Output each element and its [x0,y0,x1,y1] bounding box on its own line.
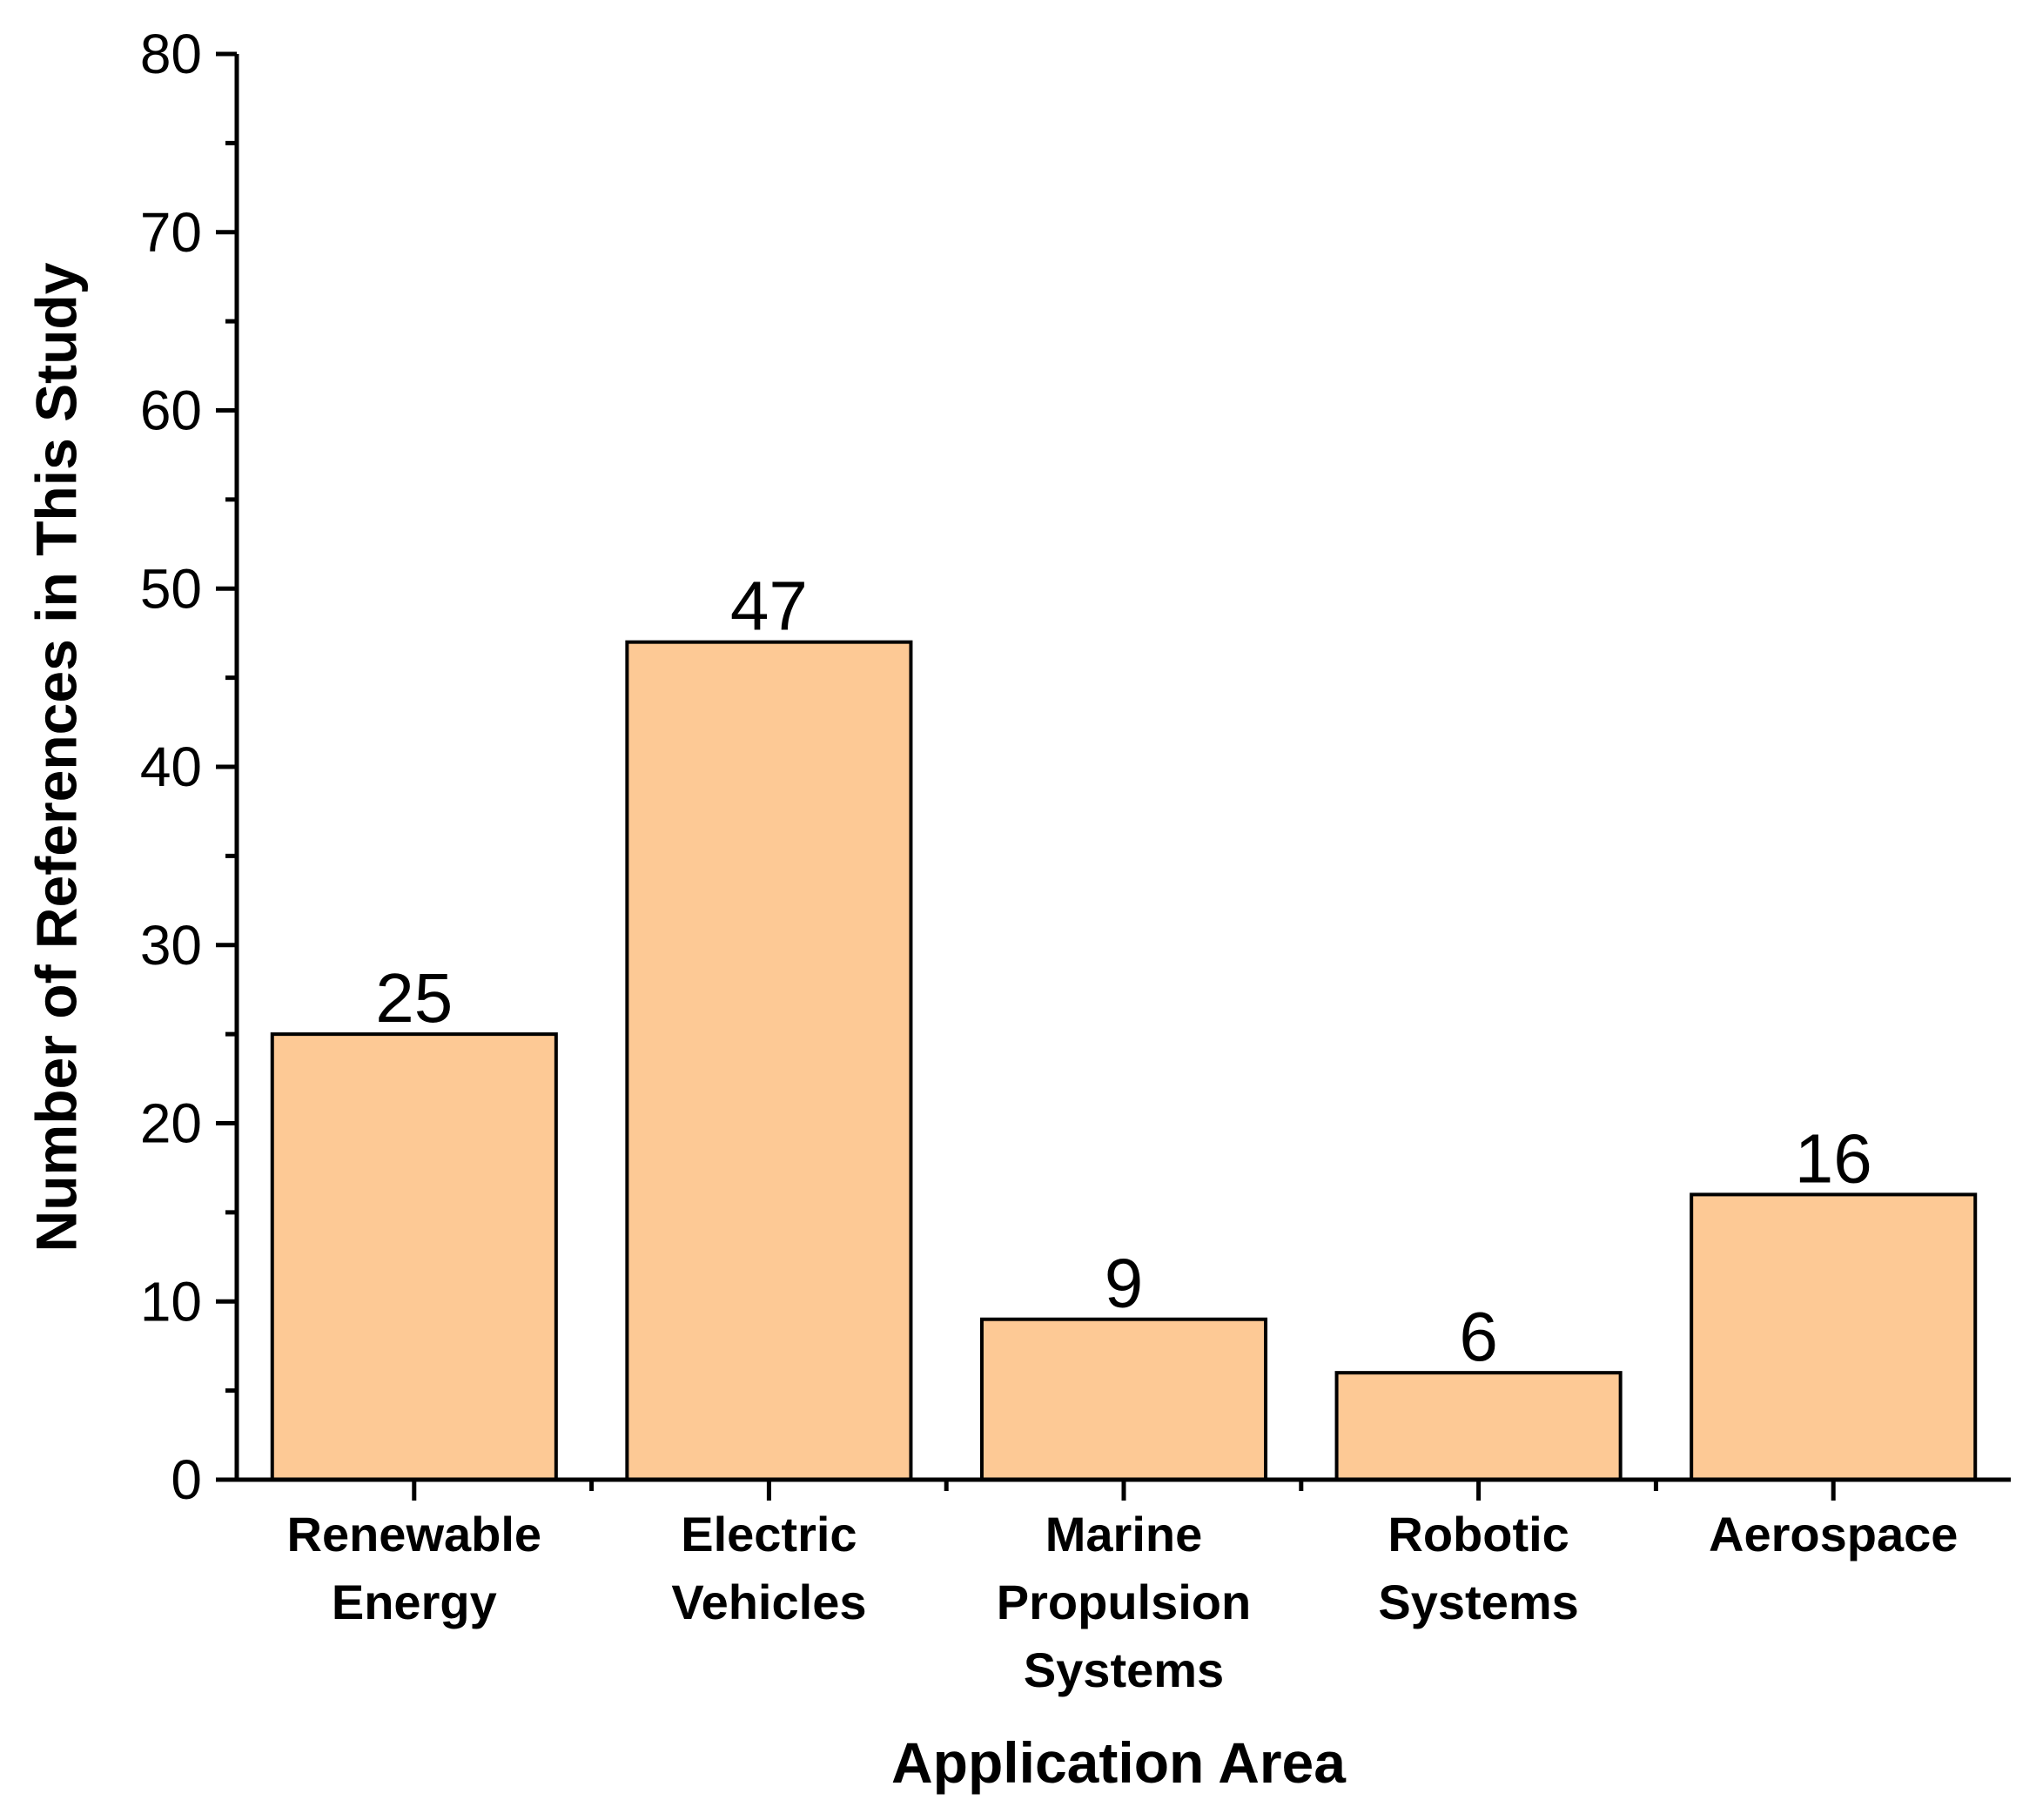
category-label-line: Systems [1024,1642,1224,1697]
x-axis-title: Application Area [891,1730,1347,1795]
y-tick-label: 50 [140,557,202,620]
category-label-line: Electric [681,1507,857,1561]
category-label-line: Marine [1045,1507,1203,1561]
category-label-line: Energy [332,1575,497,1629]
data-label-0: 25 [375,959,453,1037]
category-label-line: Systems [1378,1575,1578,1629]
category-label-line: Robotic [1388,1507,1569,1561]
bar-3 [1334,1371,1623,1482]
data-labels: 25 47 9 6 16 [375,567,1871,1375]
y-tick-label: 0 [171,1448,202,1511]
bar-1 [625,640,913,1481]
y-tick-label: 40 [140,735,202,798]
y-tick-label: 70 [140,201,202,264]
bar-4 [1690,1192,1978,1482]
category-label-0: Renewable Energy [287,1507,542,1629]
y-tick-label: 30 [140,914,202,977]
category-label-line: Vehicles [671,1575,866,1629]
data-label-2: 9 [1105,1245,1144,1322]
data-label-4: 16 [1795,1119,1872,1197]
y-tick-label: 20 [140,1092,202,1155]
category-label-line: Renewable [287,1507,542,1561]
category-label-3: Robotic Systems [1378,1507,1578,1629]
x-ticks [412,1480,1836,1501]
data-label-1: 47 [730,567,808,645]
bars-layer [270,640,1978,1482]
category-label-4: Aerospace [1709,1507,1958,1561]
category-labels: Renewable Energy Electric Vehicles Marine Pro… [287,1507,1959,1697]
y-ticks: 0 10 20 30 40 50 60 70 80 [140,23,237,1511]
y-tick-label: 80 [140,23,202,85]
y-tick-label: 10 [140,1270,202,1333]
category-label-1: Electric Vehicles [671,1507,866,1629]
y-tick-label: 60 [140,379,202,442]
data-label-3: 6 [1459,1298,1498,1375]
category-label-line: Aerospace [1709,1507,1958,1561]
category-label-line: Propulsion [997,1575,1251,1629]
y-axis-title: Number of References in This Study [24,262,88,1252]
bar-2 [979,1317,1268,1481]
bar-0 [270,1032,558,1481]
category-label-2: Marine Propulsion Systems [997,1507,1251,1697]
